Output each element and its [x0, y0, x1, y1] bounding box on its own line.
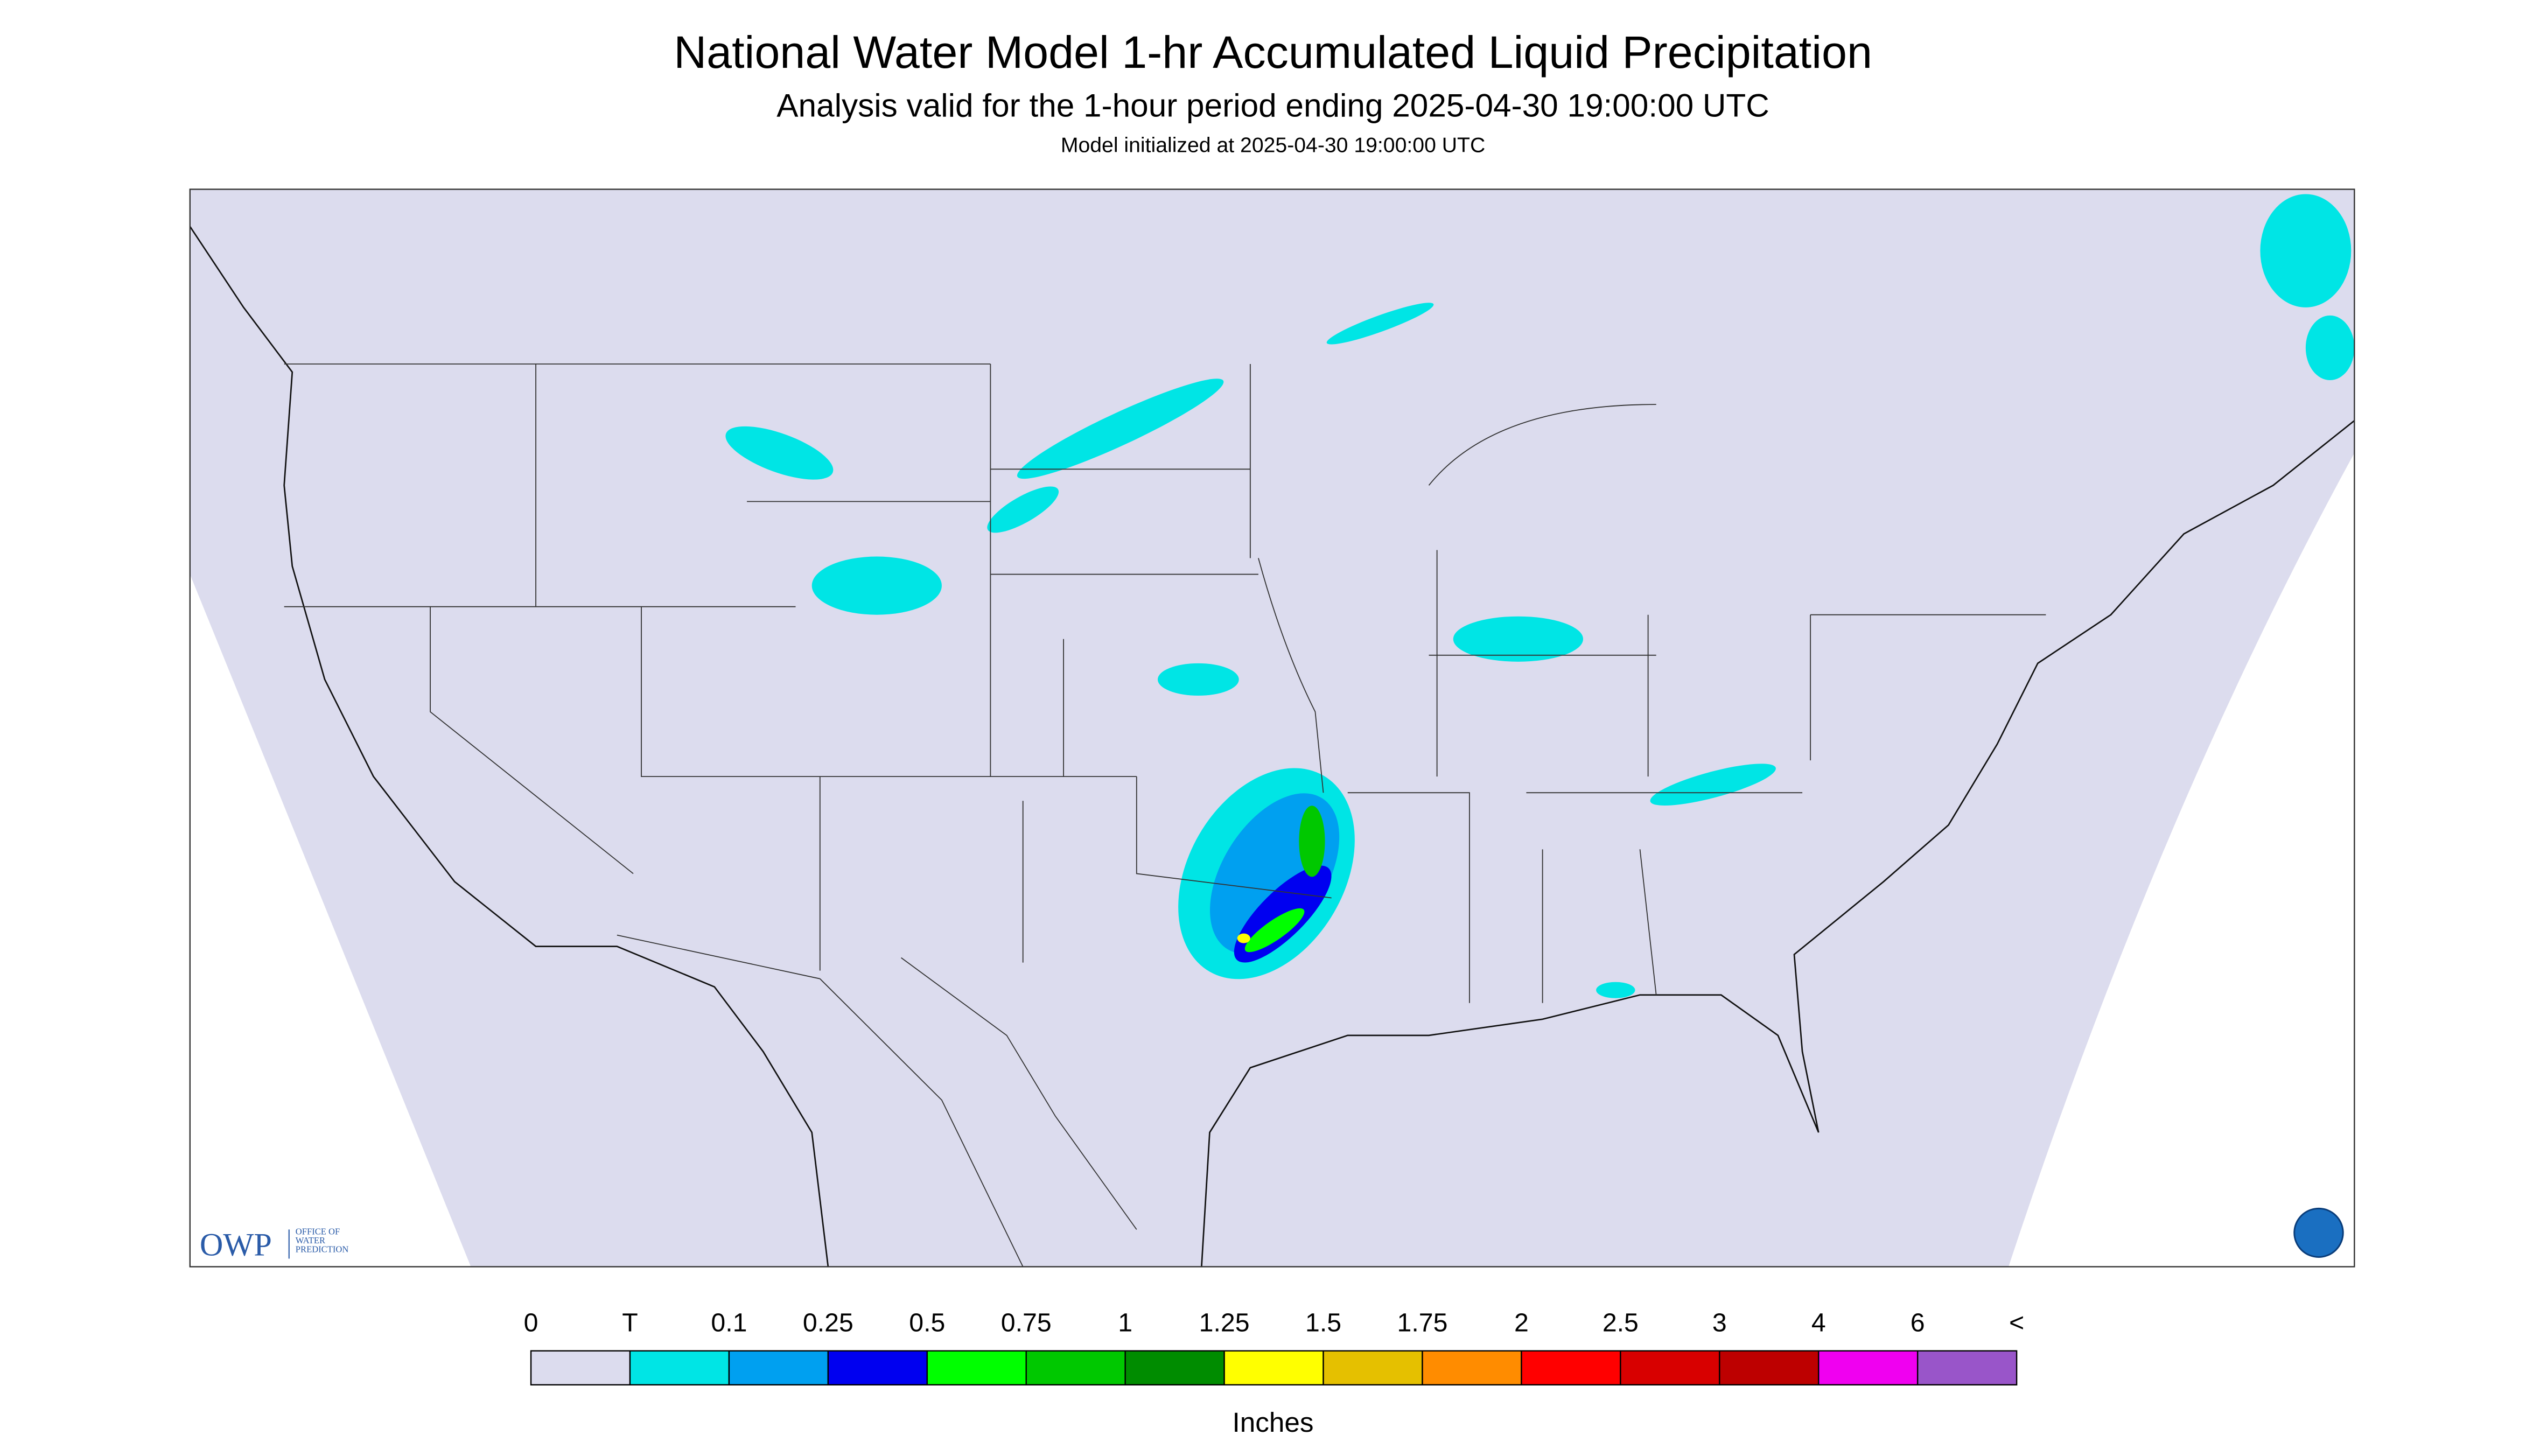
legend-unit: Inches	[1233, 1407, 1314, 1438]
border	[820, 957, 1137, 1267]
legend-label: 6	[1911, 1308, 1925, 1338]
legend-label: 3	[1712, 1308, 1727, 1338]
legend-label: T	[622, 1308, 638, 1338]
precip-area	[1650, 764, 1776, 806]
coastline	[1201, 420, 2355, 1267]
precip-area	[1244, 908, 1305, 953]
legend-swatch	[1521, 1350, 1621, 1386]
precip-area	[2260, 194, 2352, 307]
precip-area	[1017, 379, 1224, 479]
logo-line: WATER	[296, 1235, 326, 1245]
logo-text: OWP	[200, 1227, 272, 1263]
legend-swatch	[827, 1350, 928, 1386]
legend-label: 0	[524, 1308, 538, 1338]
precip-area	[987, 486, 1059, 533]
legend-label: 0.1	[711, 1308, 747, 1338]
precip-area	[811, 556, 942, 615]
precip-area	[1157, 663, 1239, 696]
precip-area	[1326, 303, 1434, 345]
legend: 0 T 0.1 0.25 0.5 0.75 1 1.25 1.5 1.75 2 2.5 3 4 6 <	[524, 1308, 2024, 1386]
legend-label: 4	[1811, 1308, 1826, 1338]
subtitle: Analysis valid for the 1-hour period end…	[776, 87, 1769, 123]
legend-label: 0.75	[1001, 1308, 1052, 1338]
legend-swatch	[1916, 1350, 2018, 1386]
init-time: Model initialized at 2025-04-30 19:00:00…	[1061, 134, 1485, 157]
legend-label: 1.25	[1199, 1308, 1250, 1338]
legend-swatch	[1620, 1350, 1720, 1386]
title: National Water Model 1-hr Accumulated Li…	[674, 27, 1872, 78]
precip	[725, 194, 2355, 998]
legend-swatch	[1223, 1350, 1324, 1386]
legend-swatch	[530, 1350, 631, 1386]
legend-label: 1.75	[1397, 1308, 1448, 1338]
precip-area	[1596, 982, 1635, 998]
precip-area	[725, 426, 834, 480]
legend-label: 1	[1118, 1308, 1132, 1338]
legend-label: 0.25	[803, 1308, 853, 1338]
legend-label: <	[2009, 1308, 2024, 1338]
legend-swatch	[1818, 1350, 1919, 1386]
state-border	[284, 363, 2046, 1003]
noaa-logo	[2293, 1207, 2344, 1258]
legend-swatch	[1719, 1350, 1820, 1386]
legend-swatch	[629, 1350, 730, 1386]
legend-label: 2.5	[1603, 1308, 1639, 1338]
logo-line: PREDICTION	[296, 1244, 349, 1254]
legend-swatch	[1323, 1350, 1423, 1386]
precip-area	[1299, 806, 1325, 877]
map-frame	[189, 188, 2355, 1268]
legend-label: 2	[1514, 1308, 1529, 1338]
domain	[190, 189, 2355, 1267]
precip-area	[2305, 315, 2355, 381]
legend-swatch	[1025, 1350, 1126, 1386]
coastline	[189, 226, 829, 1267]
precip-area	[1453, 616, 1583, 662]
legend-swatch	[1124, 1350, 1225, 1386]
legend-swatch	[728, 1350, 829, 1386]
legend-label: 1.5	[1305, 1308, 1341, 1338]
legend-label: 0.5	[909, 1308, 945, 1338]
legend-swatch	[926, 1350, 1027, 1386]
legend-swatch	[1422, 1350, 1522, 1386]
logo-line: OFFICE OF	[296, 1226, 340, 1236]
precip-area	[1237, 933, 1250, 943]
